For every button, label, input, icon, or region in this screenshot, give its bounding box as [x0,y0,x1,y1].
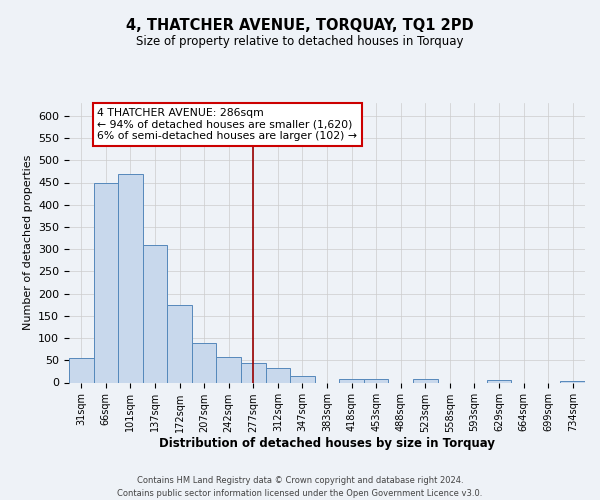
Text: 4, THATCHER AVENUE, TORQUAY, TQ1 2PD: 4, THATCHER AVENUE, TORQUAY, TQ1 2PD [126,18,474,32]
Text: 4 THATCHER AVENUE: 286sqm
← 94% of detached houses are smaller (1,620)
6% of sem: 4 THATCHER AVENUE: 286sqm ← 94% of detac… [97,108,358,142]
Text: Contains HM Land Registry data © Crown copyright and database right 2024.: Contains HM Land Registry data © Crown c… [137,476,463,485]
Text: Contains public sector information licensed under the Open Government Licence v3: Contains public sector information licen… [118,489,482,498]
Text: Size of property relative to detached houses in Torquay: Size of property relative to detached ho… [136,35,464,48]
Y-axis label: Number of detached properties: Number of detached properties [23,155,32,330]
Bar [217,356,241,382]
Bar [560,380,585,382]
Bar [143,244,167,382]
Bar [167,304,192,382]
Bar [339,380,364,382]
Bar [266,368,290,382]
Bar [69,358,94,382]
Bar [241,364,266,382]
Bar [487,380,511,382]
Bar [94,182,118,382]
Bar [364,379,388,382]
Bar [413,378,437,382]
Bar [118,174,143,382]
Bar [290,376,315,382]
Bar [192,342,217,382]
X-axis label: Distribution of detached houses by size in Torquay: Distribution of detached houses by size … [159,438,495,450]
